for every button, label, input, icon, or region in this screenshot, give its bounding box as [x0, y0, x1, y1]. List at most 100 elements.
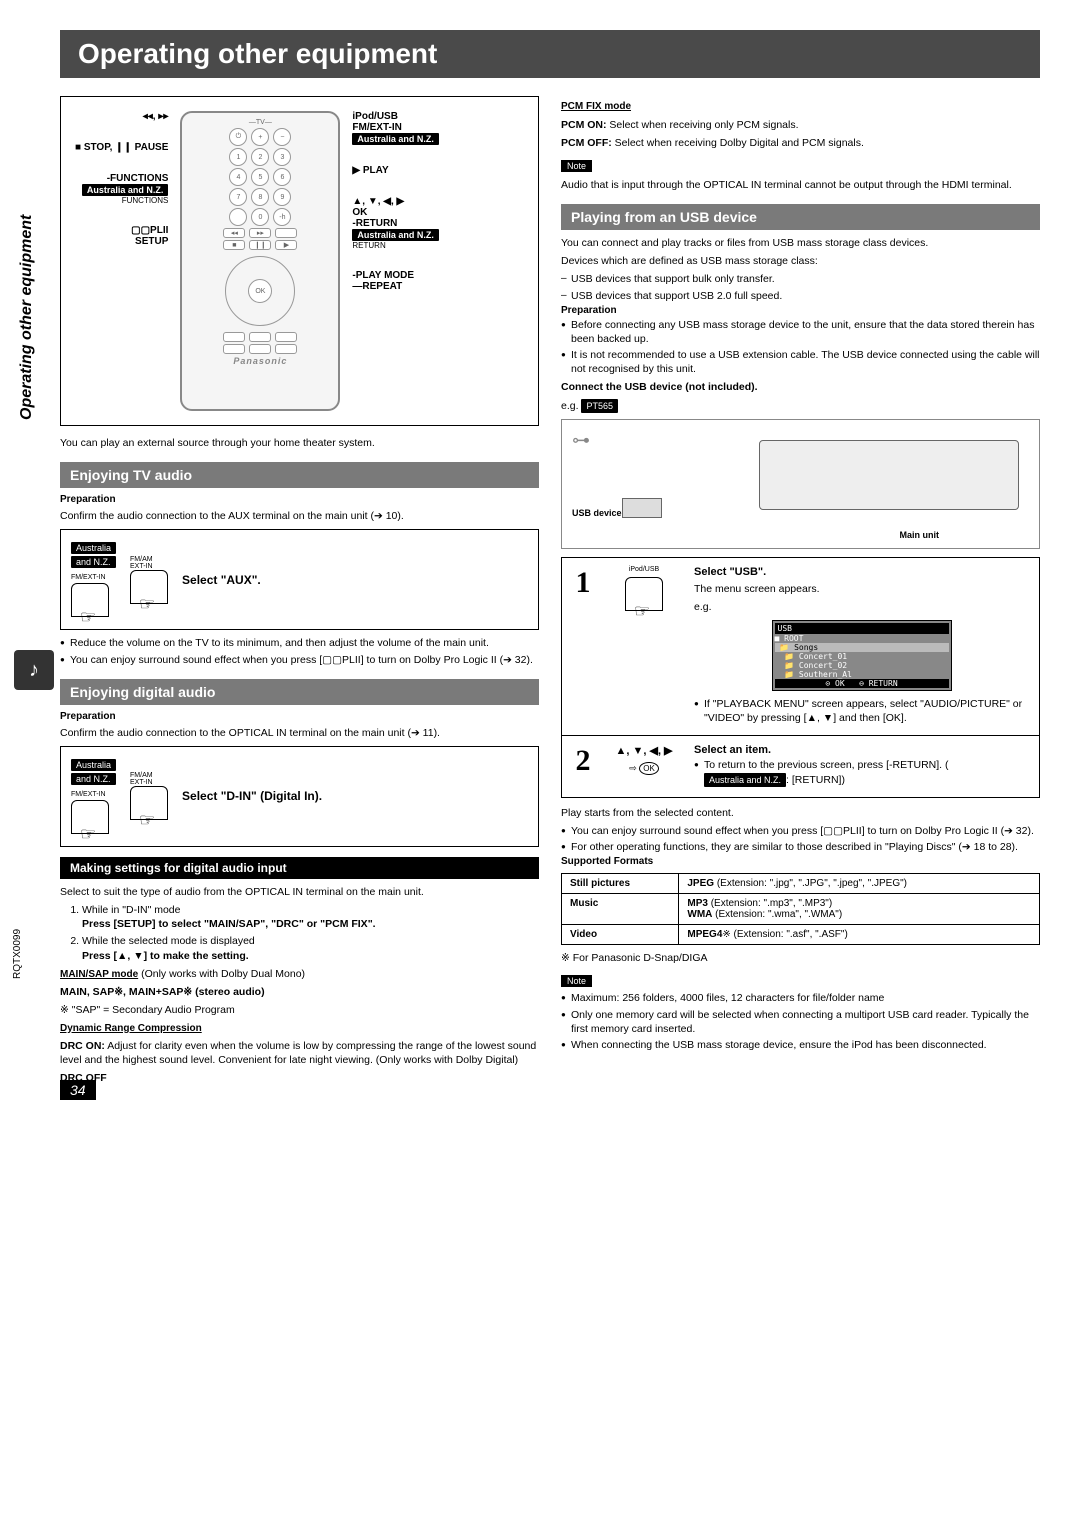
- table-header: Video: [562, 925, 679, 945]
- subheading-digital-settings: Making settings for digital audio input: [60, 857, 539, 879]
- setup-steps: While in "D-IN" mode Press [SETUP] to se…: [60, 903, 539, 963]
- pcm-on-label: PCM ON:: [561, 119, 607, 131]
- table-cell: JPEG (Extension: ".jpg", ".JPG", ".jpeg"…: [679, 874, 1040, 894]
- section-heading-digital-audio: Enjoying digital audio: [60, 679, 539, 705]
- region-badge: Australia and N.Z.: [82, 184, 169, 196]
- section-heading-tv-audio: Enjoying TV audio: [60, 462, 539, 488]
- menu-ok: OK: [835, 679, 845, 688]
- after-steps-text: Play starts from the selected content.: [561, 806, 1040, 820]
- step-title: Select "USB".: [694, 566, 766, 578]
- pcm-off-text: Select when receiving Dolby Digital and …: [612, 137, 864, 149]
- remote-label: ◂◂, ▸▸: [75, 111, 168, 122]
- remote-label: FUNCTIONS: [75, 196, 168, 205]
- region-badge: Australia: [71, 759, 116, 771]
- supported-formats-label: Supported Formats: [561, 856, 1040, 867]
- remote-label: iPod/USB: [352, 111, 439, 122]
- note-item: Only one memory card will be selected wh…: [561, 1008, 1040, 1036]
- region-badge: and N.Z.: [71, 773, 116, 785]
- music-note-icon: ♪: [14, 650, 54, 690]
- menu-screen-mock: USB ■ ROOT 📁 Songs 📁 Concert_01 📁 Concer…: [772, 620, 952, 691]
- button-label: EXT-IN: [130, 563, 168, 570]
- usb-connection-diagram: ⊶ USB device Main unit: [561, 419, 1040, 549]
- mainsap-options: MAIN, SAP※, MAIN+SAP※ (stereo audio): [60, 986, 265, 998]
- preparation-text: Confirm the audio connection to the AUX …: [60, 509, 539, 523]
- formats-table: Still pictures JPEG (Extension: ".jpg", …: [561, 873, 1040, 945]
- remote-label: SETUP: [75, 236, 168, 247]
- step-bold: Press [SETUP] to select "MAIN/SAP", "DRC…: [82, 918, 376, 930]
- region-badge: Australia: [71, 542, 116, 554]
- remote-label: OK: [352, 207, 439, 218]
- step-row-1: 1 iPod/USB Select "USB". The menu screen…: [562, 558, 1039, 737]
- button-label: iPod/USB: [612, 566, 676, 573]
- step-text: The menu screen appears.: [694, 582, 1029, 596]
- step-icon-area: ▲, ▼, ◀, ▶ ⇨ OK: [604, 736, 684, 796]
- section-heading-usb: Playing from an USB device: [561, 204, 1040, 230]
- eg-label: e.g.: [694, 600, 1029, 614]
- remote-label: FM/EXT-IN: [352, 122, 439, 133]
- preparation-label: Preparation: [561, 305, 1040, 316]
- remote-labels-right: iPod/USB FM/EXT-IN Australia and N.Z. ▶ …: [352, 111, 439, 411]
- diagram-label: Main unit: [900, 530, 940, 540]
- button-press-icon: [71, 800, 109, 834]
- region-badge: Australia and N.Z.: [704, 773, 786, 787]
- menu-root: ROOT: [784, 634, 803, 643]
- eg-label: e.g.: [561, 400, 579, 412]
- region-badge: and N.Z.: [71, 556, 116, 568]
- arrows-label: ▲, ▼, ◀, ▶: [615, 745, 672, 757]
- page-number: 34: [60, 1080, 96, 1100]
- step-row-2: 2 ▲, ▼, ◀, ▶ ⇨ OK Select an item. To ret…: [562, 736, 1039, 796]
- menu-item: Concert_01: [799, 652, 847, 661]
- menu-item: Concert_02: [799, 661, 847, 670]
- note-item: It is not recommended to use a USB exten…: [561, 348, 1040, 376]
- list-item: USB devices that support USB 2.0 full sp…: [561, 289, 1040, 303]
- drc-on-label: DRC ON:: [60, 1040, 105, 1052]
- table-row: Video MPEG4※ (Extension: ".asf", ".ASF"): [562, 925, 1040, 945]
- button-press-icon: [625, 577, 663, 611]
- note-item: Maximum: 256 folders, 4000 files, 12 cha…: [561, 991, 1040, 1005]
- table-cell: MPEG4※ (Extension: ".asf", ".ASF"): [679, 925, 1040, 945]
- din-select-box: Australia and N.Z. FM/EXT-IN FM/AM EXT-I…: [60, 746, 539, 847]
- step-item: While the selected mode is displayed Pre…: [82, 934, 539, 962]
- remote-label: ▲, ▼, ◀, ▶: [352, 196, 439, 207]
- remote-label: ▶ PLAY: [352, 165, 439, 176]
- remote-label: ▢▢PLII: [75, 225, 168, 236]
- remote-label: RETURN: [352, 241, 439, 250]
- formats-footnote: ※ For Panasonic D-Snap/DIGA: [561, 951, 1040, 965]
- drc-label: Dynamic Range Compression: [60, 1022, 539, 1036]
- button-label: FM/AM: [130, 772, 168, 779]
- menu-folder: Songs: [794, 643, 818, 652]
- button-label: FM/AM: [130, 556, 168, 563]
- remote-label: -FUNCTIONS: [75, 173, 168, 184]
- pcm-on-text: Select when receiving only PCM signals.: [607, 119, 799, 131]
- table-cell: MP3 (Extension: ".mp3", ".MP3")WMA (Exte…: [679, 894, 1040, 925]
- usb-prep-notes: Before connecting any USB mass storage d…: [561, 318, 1040, 377]
- note-item: You can enjoy surround sound effect when…: [60, 653, 539, 667]
- left-column: ◂◂, ▸▸ ■ STOP, ❙❙ PAUSE -FUNCTIONS Austr…: [60, 96, 539, 1090]
- usb-steps: 1 iPod/USB Select "USB". The menu screen…: [561, 557, 1040, 798]
- step-item: While in "D-IN" mode Press [SETUP] to se…: [82, 903, 539, 931]
- button-label: EXT-IN: [130, 779, 168, 786]
- step-icon-area: iPod/USB: [604, 558, 684, 736]
- mainsap-label: MAIN/SAP mode: [60, 969, 138, 980]
- table-row: Still pictures JPEG (Extension: ".jpg", …: [562, 874, 1040, 894]
- step-note: If "PLAYBACK MENU" screen appears, selec…: [694, 697, 1029, 725]
- note-item: For other operating functions, they are …: [561, 840, 1040, 854]
- note-item: Before connecting any USB mass storage d…: [561, 318, 1040, 346]
- button-press-icon: [130, 570, 168, 604]
- button-label: FM/EXT-IN: [71, 791, 116, 798]
- side-section-label: Operating other equipment: [18, 215, 36, 420]
- remote-label: —REPEAT: [352, 281, 439, 292]
- select-aux-label: Select "AUX".: [182, 573, 528, 587]
- connect-usb-label: Connect the USB device (not included).: [561, 381, 758, 393]
- model-badge: PT565: [581, 399, 618, 413]
- brand-label: Panasonic: [233, 356, 287, 366]
- aux-select-box: Australia and N.Z. FM/EXT-IN FM/AM EXT-I…: [60, 529, 539, 630]
- table-row: Music MP3 (Extension: ".mp3", ".MP3")WMA…: [562, 894, 1040, 925]
- usb-intro: You can connect and play tracks or files…: [561, 236, 1040, 250]
- tv-audio-notes: Reduce the volume on the TV to its minim…: [60, 636, 539, 666]
- menu-return: RETURN: [869, 679, 898, 688]
- mainsap-tail: (Only works with Dolby Dual Mono): [138, 968, 305, 980]
- button-press-icon: [130, 786, 168, 820]
- step-note: To return to the previous screen, press …: [694, 758, 1029, 786]
- remote-illustration: —TV— ⏻+− 123 456 789 0-h ◂◂▸▸ ■❙❙▶ OK Pa…: [180, 111, 340, 411]
